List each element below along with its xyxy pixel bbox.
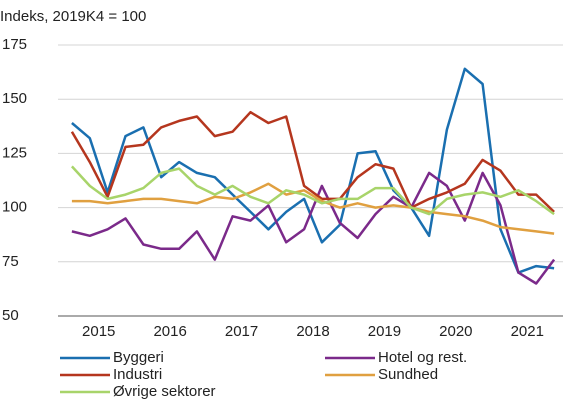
y-tick-label: 100 bbox=[2, 199, 27, 216]
y-axis-label: Indeks, 2019K4 = 100 bbox=[0, 8, 146, 25]
y-tick-label: 150 bbox=[2, 90, 27, 107]
legend-label: Byggeri bbox=[113, 349, 164, 366]
x-tick-label: 2017 bbox=[225, 323, 258, 340]
x-tick-label: 2021 bbox=[511, 323, 544, 340]
y-tick-label: 50 bbox=[2, 307, 19, 324]
x-tick-label: 2020 bbox=[439, 323, 472, 340]
series-line bbox=[70, 165, 555, 216]
x-tick-label: 2018 bbox=[296, 323, 329, 340]
legend-label: Industri bbox=[113, 366, 162, 383]
series-line bbox=[70, 110, 555, 213]
legend-label: Sundhed bbox=[378, 366, 438, 383]
legend-label: Hotel og rest. bbox=[378, 349, 467, 366]
x-tick-label: 2015 bbox=[82, 323, 115, 340]
x-tick-label: 2019 bbox=[368, 323, 401, 340]
y-tick-label: 175 bbox=[2, 36, 27, 53]
y-tick-label: 75 bbox=[2, 253, 19, 270]
series-line bbox=[71, 67, 555, 274]
legend-label: Øvrige sektorer bbox=[113, 383, 216, 400]
y-tick-label: 125 bbox=[2, 144, 27, 161]
series-line bbox=[71, 182, 555, 235]
x-tick-label: 2016 bbox=[153, 323, 186, 340]
series-line bbox=[71, 171, 556, 285]
